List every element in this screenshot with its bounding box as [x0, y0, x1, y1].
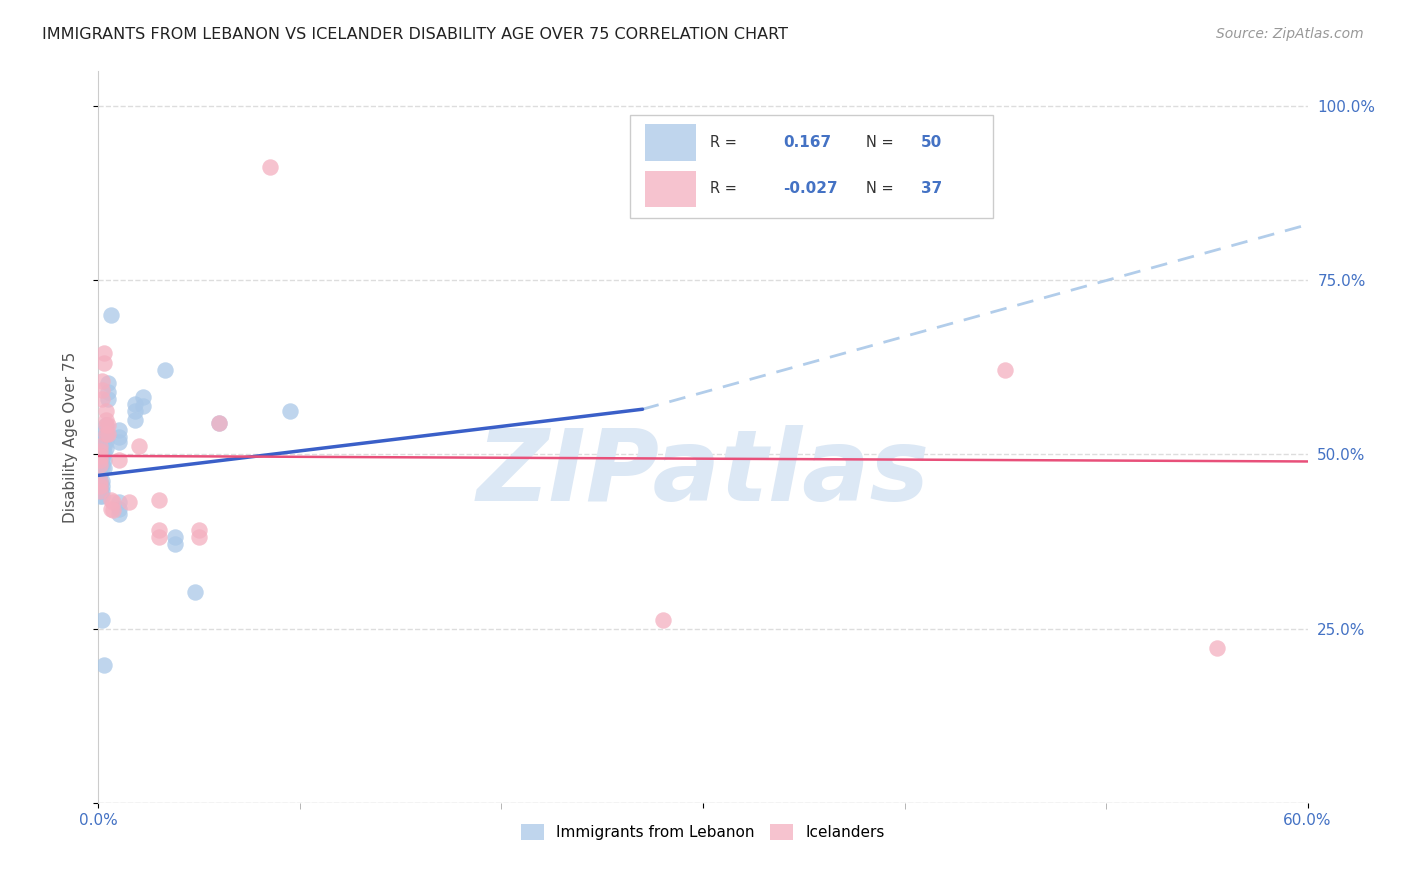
- Point: [97, 418, 120, 433]
- Point: [278, 404, 301, 418]
- Point: [793, 179, 815, 194]
- Point: [101, 503, 124, 517]
- Point: [107, 495, 129, 509]
- Point: [96, 404, 118, 418]
- Point: [128, 439, 150, 453]
- Point: [124, 412, 146, 426]
- Point: [118, 495, 141, 509]
- Point: [91, 392, 114, 406]
- Point: [107, 501, 129, 516]
- Point: [100, 308, 122, 322]
- Point: [107, 434, 129, 449]
- Point: [91, 613, 114, 627]
- Point: [107, 453, 129, 467]
- Point: [148, 492, 170, 507]
- Point: [91, 457, 114, 471]
- Point: [97, 376, 120, 391]
- Point: [994, 362, 1017, 376]
- Point: [89, 474, 111, 488]
- Point: [107, 430, 129, 444]
- Point: [93, 453, 115, 467]
- Point: [96, 412, 118, 426]
- Point: [93, 657, 115, 672]
- Point: [96, 418, 118, 433]
- Point: [1206, 641, 1229, 656]
- Point: [259, 161, 281, 175]
- Point: [163, 530, 186, 544]
- Point: [91, 384, 114, 398]
- Point: [132, 399, 155, 413]
- Point: [93, 346, 115, 360]
- Point: [93, 355, 115, 369]
- Point: [148, 530, 170, 544]
- Point: [89, 474, 111, 488]
- Point: [89, 454, 111, 468]
- Text: IMMIGRANTS FROM LEBANON VS ICELANDER DISABILITY AGE OVER 75 CORRELATION CHART: IMMIGRANTS FROM LEBANON VS ICELANDER DIS…: [42, 27, 789, 42]
- Point: [93, 439, 115, 453]
- Point: [89, 458, 111, 472]
- Point: [101, 495, 124, 509]
- Point: [96, 426, 118, 441]
- Point: [97, 384, 120, 399]
- Point: [184, 585, 207, 599]
- Point: [124, 404, 146, 418]
- Text: Source: ZipAtlas.com: Source: ZipAtlas.com: [1216, 27, 1364, 41]
- Point: [89, 439, 111, 453]
- Point: [91, 489, 114, 503]
- Point: [208, 416, 231, 430]
- Point: [96, 426, 118, 441]
- Point: [132, 390, 155, 404]
- Legend: Immigrants from Lebanon, Icelanders: Immigrants from Lebanon, Icelanders: [515, 818, 891, 847]
- Point: [91, 450, 114, 465]
- Point: [97, 426, 120, 441]
- Point: [208, 416, 231, 430]
- Point: [100, 501, 122, 516]
- Point: [188, 523, 211, 537]
- Point: [93, 432, 115, 446]
- Point: [96, 418, 118, 433]
- Point: [153, 362, 176, 376]
- Point: [96, 434, 118, 448]
- Point: [93, 461, 115, 475]
- Point: [89, 479, 111, 493]
- Point: [89, 489, 111, 503]
- Point: [91, 461, 114, 475]
- Point: [89, 453, 111, 467]
- Point: [89, 449, 111, 463]
- Point: [89, 467, 111, 481]
- Point: [100, 492, 122, 507]
- Point: [93, 446, 115, 460]
- Point: [91, 483, 114, 498]
- Point: [107, 507, 129, 521]
- Point: [651, 613, 673, 627]
- Text: ZIPatlas: ZIPatlas: [477, 425, 929, 522]
- Point: [91, 479, 114, 493]
- Point: [96, 441, 118, 455]
- Point: [124, 397, 146, 411]
- Point: [148, 523, 170, 537]
- Point: [93, 425, 115, 440]
- Point: [89, 444, 111, 458]
- Point: [89, 479, 111, 493]
- Point: [89, 461, 111, 475]
- Point: [188, 530, 211, 544]
- Point: [89, 448, 111, 462]
- Point: [91, 474, 114, 488]
- Point: [89, 483, 111, 498]
- Point: [91, 446, 114, 460]
- Point: [91, 375, 114, 389]
- Point: [97, 392, 120, 406]
- Point: [89, 483, 111, 498]
- Point: [163, 536, 186, 550]
- Point: [107, 423, 129, 437]
- Y-axis label: Disability Age Over 75: Disability Age Over 75: [63, 351, 77, 523]
